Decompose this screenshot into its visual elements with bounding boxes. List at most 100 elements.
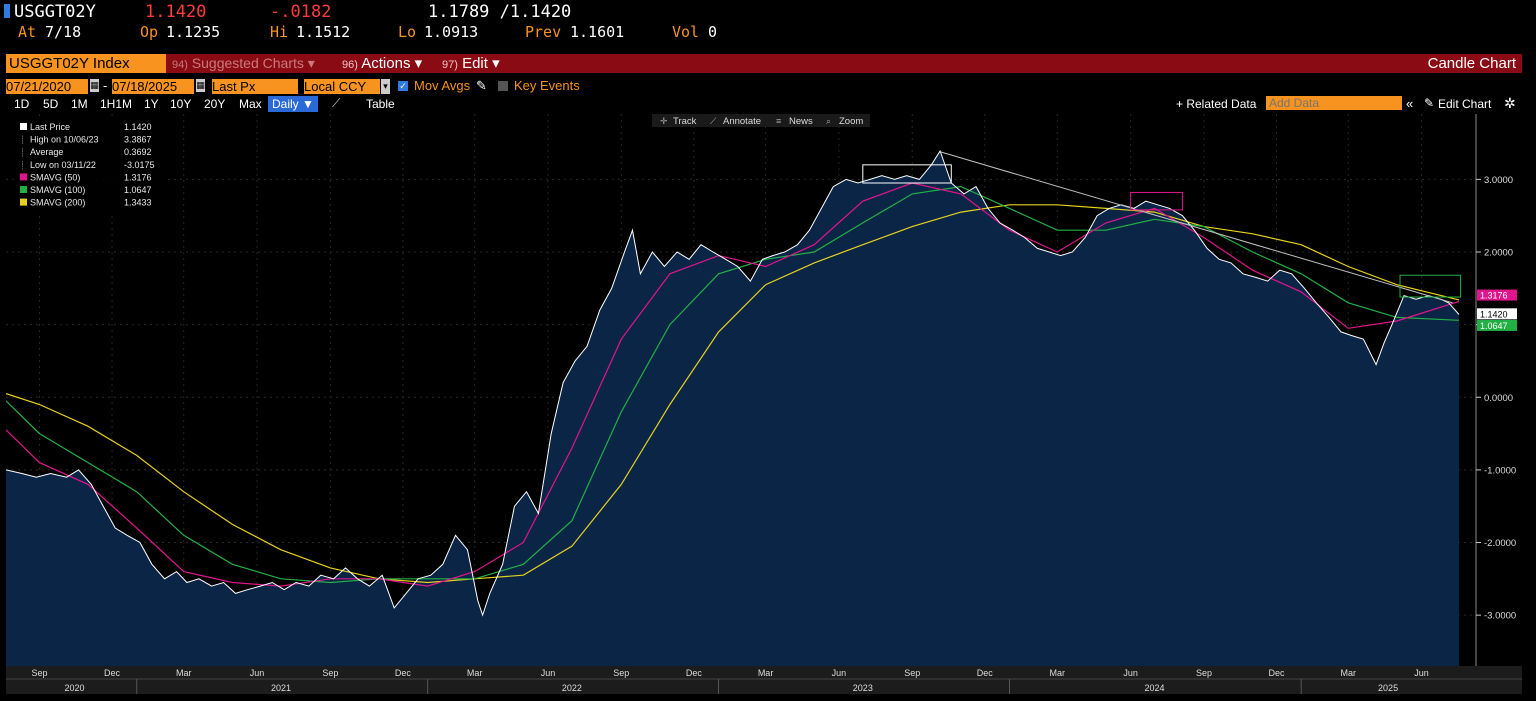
x-tick-label: Sep <box>31 668 47 678</box>
legend-value: 3.3867 <box>124 135 152 145</box>
pencil-icon[interactable]: ✎ <box>476 78 487 93</box>
open-value: 1.1235 <box>166 23 221 41</box>
edit-button[interactable]: 97) Edit ▾ <box>442 54 500 73</box>
legend-label: Low on 03/11/22 <box>30 160 96 170</box>
chart-type-label[interactable]: Candle Chart <box>1427 55 1516 72</box>
pencil-icon[interactable]: ✎ <box>1424 96 1435 110</box>
low-value: 1.0913 <box>424 23 479 41</box>
period-1h1m[interactable]: 1H1M <box>100 97 133 111</box>
news-icon[interactable]: ≡ <box>776 116 781 126</box>
value-label-bg <box>1477 319 1517 331</box>
quote-stats: At 7/18 Op 1.1235 Hi 1.1512 Lo 1.0913 Pr… <box>0 22 1536 42</box>
track-icon[interactable]: ✛ <box>660 116 668 126</box>
last-value-labels: 1.3176 1.1420 1.0647 <box>1477 289 1517 331</box>
value-label: 1.3176 <box>1480 291 1508 301</box>
gear-icon[interactable]: ✲ <box>1504 95 1516 111</box>
frequency-label: Daily <box>272 97 299 111</box>
period-1d[interactable]: 1D <box>14 97 30 111</box>
prev-label: Prev <box>525 23 562 41</box>
x-year-label: 2022 <box>562 683 582 693</box>
zoom-icon[interactable]: ⌕ <box>826 116 831 126</box>
annotation-box <box>1399 274 1462 298</box>
legend-marker-icon: ┊ <box>20 135 25 145</box>
suggested-charts-num: 94) <box>172 59 188 71</box>
chevron-down-icon[interactable]: ▾ <box>381 79 390 94</box>
legend-label: Last Price <box>30 122 70 132</box>
x-year-label: 2021 <box>271 683 291 693</box>
y-tick-label: -3.0000 <box>1484 611 1516 622</box>
line-chart-icon[interactable]: ⟋ <box>332 96 341 110</box>
calendar-icon[interactable]: ▦ <box>196 79 205 92</box>
mov-avgs-checkbox[interactable]: ✓ <box>398 81 408 91</box>
legend-value: 1.3176 <box>124 172 152 182</box>
period-20y[interactable]: 20Y <box>204 97 226 111</box>
field-select[interactable]: Last Px <box>212 79 298 94</box>
legend-swatch <box>20 186 27 193</box>
edit-chart-button[interactable]: Edit Chart <box>1438 97 1492 111</box>
currency-select[interactable]: Local CCY <box>304 79 380 94</box>
ticker-symbol[interactable]: USGGT02Y <box>14 2 96 22</box>
track-tool[interactable]: Track <box>673 116 697 127</box>
value-label: 1.0647 <box>1480 321 1508 331</box>
legend-value: 0.3692 <box>124 147 152 157</box>
key-events-label[interactable]: Key Events <box>514 78 580 93</box>
edit-num: 97) <box>442 59 458 71</box>
mov-avgs-label[interactable]: Mov Avgs <box>414 78 471 93</box>
period-5d[interactable]: 5D <box>43 97 59 111</box>
value-label-bg <box>1477 308 1517 320</box>
at-value: 7/18 <box>45 23 82 41</box>
x-tick-label: Jun <box>541 668 556 678</box>
annotation-layer <box>862 151 1462 304</box>
high-label: Hi <box>270 23 289 41</box>
annotation-box <box>862 164 952 184</box>
legend-label: SMAVG (200) <box>30 198 85 208</box>
x-tick-label: Dec <box>686 668 703 678</box>
x-tick-label: Jun <box>1414 668 1429 678</box>
x-year-label: 2025 <box>1378 683 1398 693</box>
zoom-tool[interactable]: Zoom <box>839 116 863 127</box>
annotate-icon[interactable]: ⟋ <box>710 116 717 126</box>
collapse-icon[interactable]: « <box>1406 96 1414 111</box>
period-max[interactable]: Max <box>239 97 262 111</box>
x-tick-label: Mar <box>1050 668 1066 678</box>
x-tick-label: Mar <box>467 668 483 678</box>
period-1m[interactable]: 1M <box>71 97 88 111</box>
x-axis-band <box>6 666 1522 694</box>
start-date-input[interactable]: 07/21/2020 <box>6 79 88 94</box>
x-tick-label: Sep <box>613 668 629 678</box>
news-tool[interactable]: News <box>789 116 813 127</box>
chart-controls: 07/21/2020 ▦ - 07/18/2025 ▦ Last Px Loca… <box>6 78 1522 96</box>
value-label: 1.1420 <box>1480 309 1508 319</box>
related-data-button[interactable]: + Related Data <box>1176 97 1257 111</box>
suggested-charts-label: Suggested Charts <box>191 55 304 71</box>
security-field[interactable]: USGGT02Y Index <box>6 54 166 73</box>
x-tick-label: Dec <box>395 668 412 678</box>
at-label: At <box>18 23 37 41</box>
x-year-label: 2023 <box>853 683 873 693</box>
suggested-charts-button[interactable]: 94) Suggested Charts ▾ <box>172 54 315 73</box>
annotation-box <box>1130 191 1183 211</box>
calendar-icon[interactable]: ▦ <box>90 79 99 92</box>
legend-value: 1.0647 <box>124 185 152 195</box>
quote-header: USGGT02Y 1.1420 -.0182 1.1789 /1.1420 <box>0 0 1536 22</box>
key-events-checkbox[interactable] <box>498 81 508 91</box>
y-tick-label: 2.0000 <box>1484 248 1513 259</box>
period-10y[interactable]: 10Y <box>170 97 192 111</box>
legend-marker-icon: ┊ <box>20 160 25 170</box>
legend-value: 1.1420 <box>124 122 152 132</box>
period-1y[interactable]: 1Y <box>144 97 159 111</box>
price-chart[interactable]: 3.00002.00001.00000.0000-1.0000-2.0000-3… <box>6 114 1522 694</box>
last-price: 1.1420 <box>145 2 207 22</box>
actions-button[interactable]: 96) Actions ▾ <box>342 54 422 73</box>
end-date-input[interactable]: 07/18/2025 <box>112 79 194 94</box>
y-tick-label: -1.0000 <box>1484 465 1516 476</box>
x-tick-label: Mar <box>1340 668 1356 678</box>
legend-label: High on 10/06/23 <box>30 135 99 145</box>
table-button[interactable]: Table <box>366 97 395 111</box>
legend-label: SMAVG (100) <box>30 185 85 195</box>
y-tick-label: 0.0000 <box>1484 393 1513 404</box>
annotate-tool[interactable]: Annotate <box>723 116 761 127</box>
add-data-input[interactable] <box>1266 96 1402 110</box>
legend-swatch <box>20 173 27 181</box>
frequency-select[interactable]: Daily ▼ <box>268 96 318 112</box>
